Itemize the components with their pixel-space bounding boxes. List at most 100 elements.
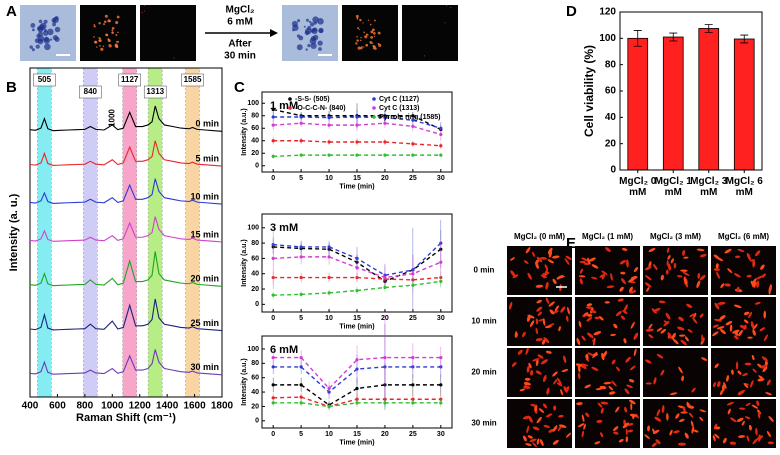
fluor-spot xyxy=(358,28,360,31)
cell xyxy=(536,438,540,445)
micrograph xyxy=(80,5,136,61)
cell xyxy=(746,274,752,278)
cell xyxy=(752,282,757,288)
data-point xyxy=(327,255,331,259)
data-point xyxy=(411,272,415,276)
series-label: 30 min xyxy=(190,362,219,372)
fluor-spot xyxy=(111,32,113,34)
data-point xyxy=(411,142,415,146)
cell xyxy=(653,264,658,271)
bar xyxy=(698,28,720,171)
data-point xyxy=(383,355,387,360)
cell xyxy=(532,358,540,362)
cell xyxy=(645,359,652,364)
cell xyxy=(688,412,694,418)
data-point xyxy=(411,283,415,287)
cell xyxy=(680,411,688,414)
cell xyxy=(683,277,688,285)
fluor-spot xyxy=(107,39,111,43)
cell-blob xyxy=(305,48,308,51)
fluor-spot xyxy=(446,5,448,7)
cell xyxy=(587,257,591,265)
cell xyxy=(757,411,761,419)
cell xyxy=(553,405,557,411)
cell-blob xyxy=(35,44,40,49)
x-tick-label: 25 xyxy=(409,315,417,322)
cell xyxy=(725,320,733,326)
cell xyxy=(667,332,673,339)
cell xyxy=(746,435,750,442)
cell xyxy=(600,432,604,438)
cell xyxy=(635,413,639,419)
cell xyxy=(743,324,747,330)
cell xyxy=(552,278,557,285)
cell xyxy=(759,327,766,332)
fluor-spot xyxy=(98,39,101,42)
cell xyxy=(763,310,767,319)
cell xyxy=(576,337,581,346)
cell xyxy=(523,381,531,386)
y-tick-label: 0 xyxy=(255,163,259,170)
cell xyxy=(541,339,546,345)
fluor-spot xyxy=(93,25,96,28)
fluor-spot xyxy=(362,22,364,24)
cell xyxy=(633,348,637,357)
error-bar xyxy=(633,30,642,47)
cell-blob xyxy=(43,19,48,24)
micrograph-bg xyxy=(402,5,458,61)
cell xyxy=(575,363,583,367)
cell xyxy=(561,369,569,373)
micrograph xyxy=(711,348,776,397)
cell xyxy=(655,439,661,445)
cell xyxy=(552,439,559,445)
cell xyxy=(717,301,726,305)
cell xyxy=(724,283,731,287)
cell xyxy=(581,414,585,422)
cell xyxy=(633,266,639,273)
cell xyxy=(693,312,697,318)
cell xyxy=(691,387,696,393)
cell xyxy=(545,297,550,304)
series-label: 10 min xyxy=(190,191,219,201)
cell xyxy=(768,415,774,422)
cell-blob xyxy=(47,28,54,36)
cell xyxy=(651,442,657,448)
data-point xyxy=(383,121,387,125)
panel-label: E xyxy=(566,235,576,252)
cell xyxy=(536,306,543,312)
cell xyxy=(591,366,599,371)
cell xyxy=(620,315,626,320)
cell-blob xyxy=(49,38,53,41)
cell xyxy=(545,281,549,290)
cell xyxy=(544,325,552,329)
cell xyxy=(535,262,539,269)
cell xyxy=(548,428,554,433)
cell xyxy=(526,365,530,373)
error-bar-group xyxy=(704,24,713,33)
cell xyxy=(754,301,761,305)
x-tick-label: 1200 xyxy=(129,401,152,412)
fluor-spot xyxy=(361,45,363,48)
cell xyxy=(524,377,531,381)
cell xyxy=(699,254,707,258)
cell xyxy=(558,414,564,418)
cell xyxy=(611,359,616,365)
legend-label: Cyt C (1127) xyxy=(379,96,419,103)
micrograph xyxy=(643,246,708,295)
cell xyxy=(578,320,582,328)
cell xyxy=(755,427,758,436)
cell xyxy=(644,434,650,440)
cell xyxy=(512,274,519,279)
micrograph-bg xyxy=(643,348,708,397)
cell xyxy=(537,354,544,359)
cell xyxy=(749,380,754,388)
cell xyxy=(577,423,585,428)
cell xyxy=(720,329,726,335)
data-point xyxy=(383,153,387,157)
data-point xyxy=(383,140,387,144)
cell xyxy=(666,413,669,421)
cell xyxy=(542,318,546,326)
legend-label: Cyt C (1313) xyxy=(379,105,419,112)
cell xyxy=(699,313,704,318)
fluor-spot xyxy=(100,47,104,51)
